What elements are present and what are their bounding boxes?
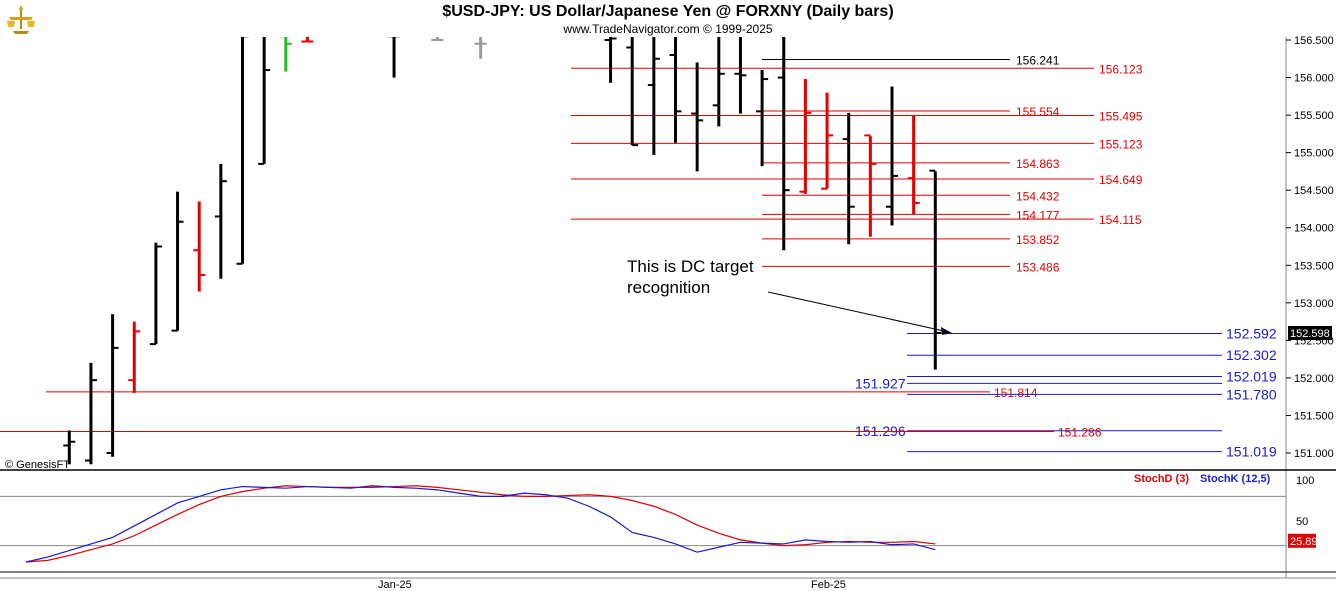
annotation-line-2: recognition <box>627 278 710 297</box>
level-label: 152.302 <box>1226 347 1277 363</box>
level-label: 154.432 <box>1016 189 1060 203</box>
level-label: 155.123 <box>1099 137 1143 151</box>
price-tick-label: 156.500 <box>1294 35 1334 47</box>
x-tick-label: Feb-25 <box>811 579 846 591</box>
level-label: 152.019 <box>1226 368 1277 384</box>
stoch-d-badge <box>1288 533 1316 548</box>
annotation-arrowhead <box>941 327 952 335</box>
annotation-line-1: This is DC target <box>627 257 754 276</box>
stoch-tick-label: 100 <box>1296 475 1314 487</box>
chart-title: $USD-JPY: US Dollar/Japanese Yen @ FORXN… <box>442 3 894 20</box>
last-price-badge <box>1288 326 1332 341</box>
stoch-legend-d: StochD (3) <box>1134 473 1189 485</box>
genesis-watermark: © GenesisFT <box>5 459 70 471</box>
level-label: 154.115 <box>1099 213 1142 227</box>
level-label: 151.296 <box>855 423 906 439</box>
level-label: 155.554 <box>1016 105 1060 119</box>
stochastic-panel: StochD (3) StochK (12,5) <box>0 473 1286 563</box>
price-tick-label: 151.000 <box>1294 448 1334 460</box>
chart-header: $USD-JPY: US Dollar/Japanese Yen @ FORXN… <box>0 0 1336 37</box>
stoch-series-line <box>25 485 936 563</box>
level-label: 156.241 <box>1016 53 1060 67</box>
price-tick-label: 151.500 <box>1294 410 1334 422</box>
level-label: 151.780 <box>1226 386 1277 402</box>
level-label: 153.852 <box>1016 233 1060 247</box>
level-label: 154.177 <box>1016 208 1060 222</box>
level-label: 151.927 <box>855 375 906 391</box>
price-tick-label: 154.500 <box>1294 185 1334 197</box>
price-tick-label: 153.500 <box>1294 260 1334 272</box>
level-label: 154.863 <box>1016 157 1060 171</box>
price-tick-label: 156.000 <box>1294 73 1334 85</box>
price-tick-label: 155.000 <box>1294 148 1334 160</box>
price-tick-label: 152.000 <box>1294 373 1334 385</box>
chart-subtitle: www.TradeNavigator.com © 1999-2025 <box>563 22 773 36</box>
level-label: 153.486 <box>1016 260 1060 274</box>
level-label: 151.286 <box>1058 426 1102 440</box>
stoch-d-value: 25.89 <box>1290 536 1318 548</box>
price-tick-label: 154.000 <box>1294 223 1334 235</box>
stoch-tick-label: 50 <box>1296 516 1308 528</box>
stoch-legend-k: StochK (12,5) <box>1200 473 1271 485</box>
level-label: 151.814 <box>994 386 1038 400</box>
x-tick-label: Jan-25 <box>378 579 412 591</box>
level-label: 151.019 <box>1226 444 1277 460</box>
level-label: 156.123 <box>1099 62 1143 76</box>
level-label: 152.592 <box>1226 325 1277 341</box>
axes: 156.500 156.000 155.500 155.000 154.500 154.0… <box>0 35 1336 591</box>
annotation-arrow <box>767 291 945 332</box>
level-label: 155.495 <box>1099 109 1143 123</box>
level-label: 154.649 <box>1099 173 1143 187</box>
last-price-label: 152.598 <box>1290 328 1330 340</box>
stoch-series-line <box>25 485 936 563</box>
trade-navigator-logo-icon <box>4 3 38 35</box>
price-tick-label: 155.500 <box>1294 110 1334 122</box>
price-panel: 156.241 156.123 155.554 155.495 155.123 154.8… <box>0 37 1277 465</box>
price-tick-label: 153.000 <box>1294 298 1334 310</box>
